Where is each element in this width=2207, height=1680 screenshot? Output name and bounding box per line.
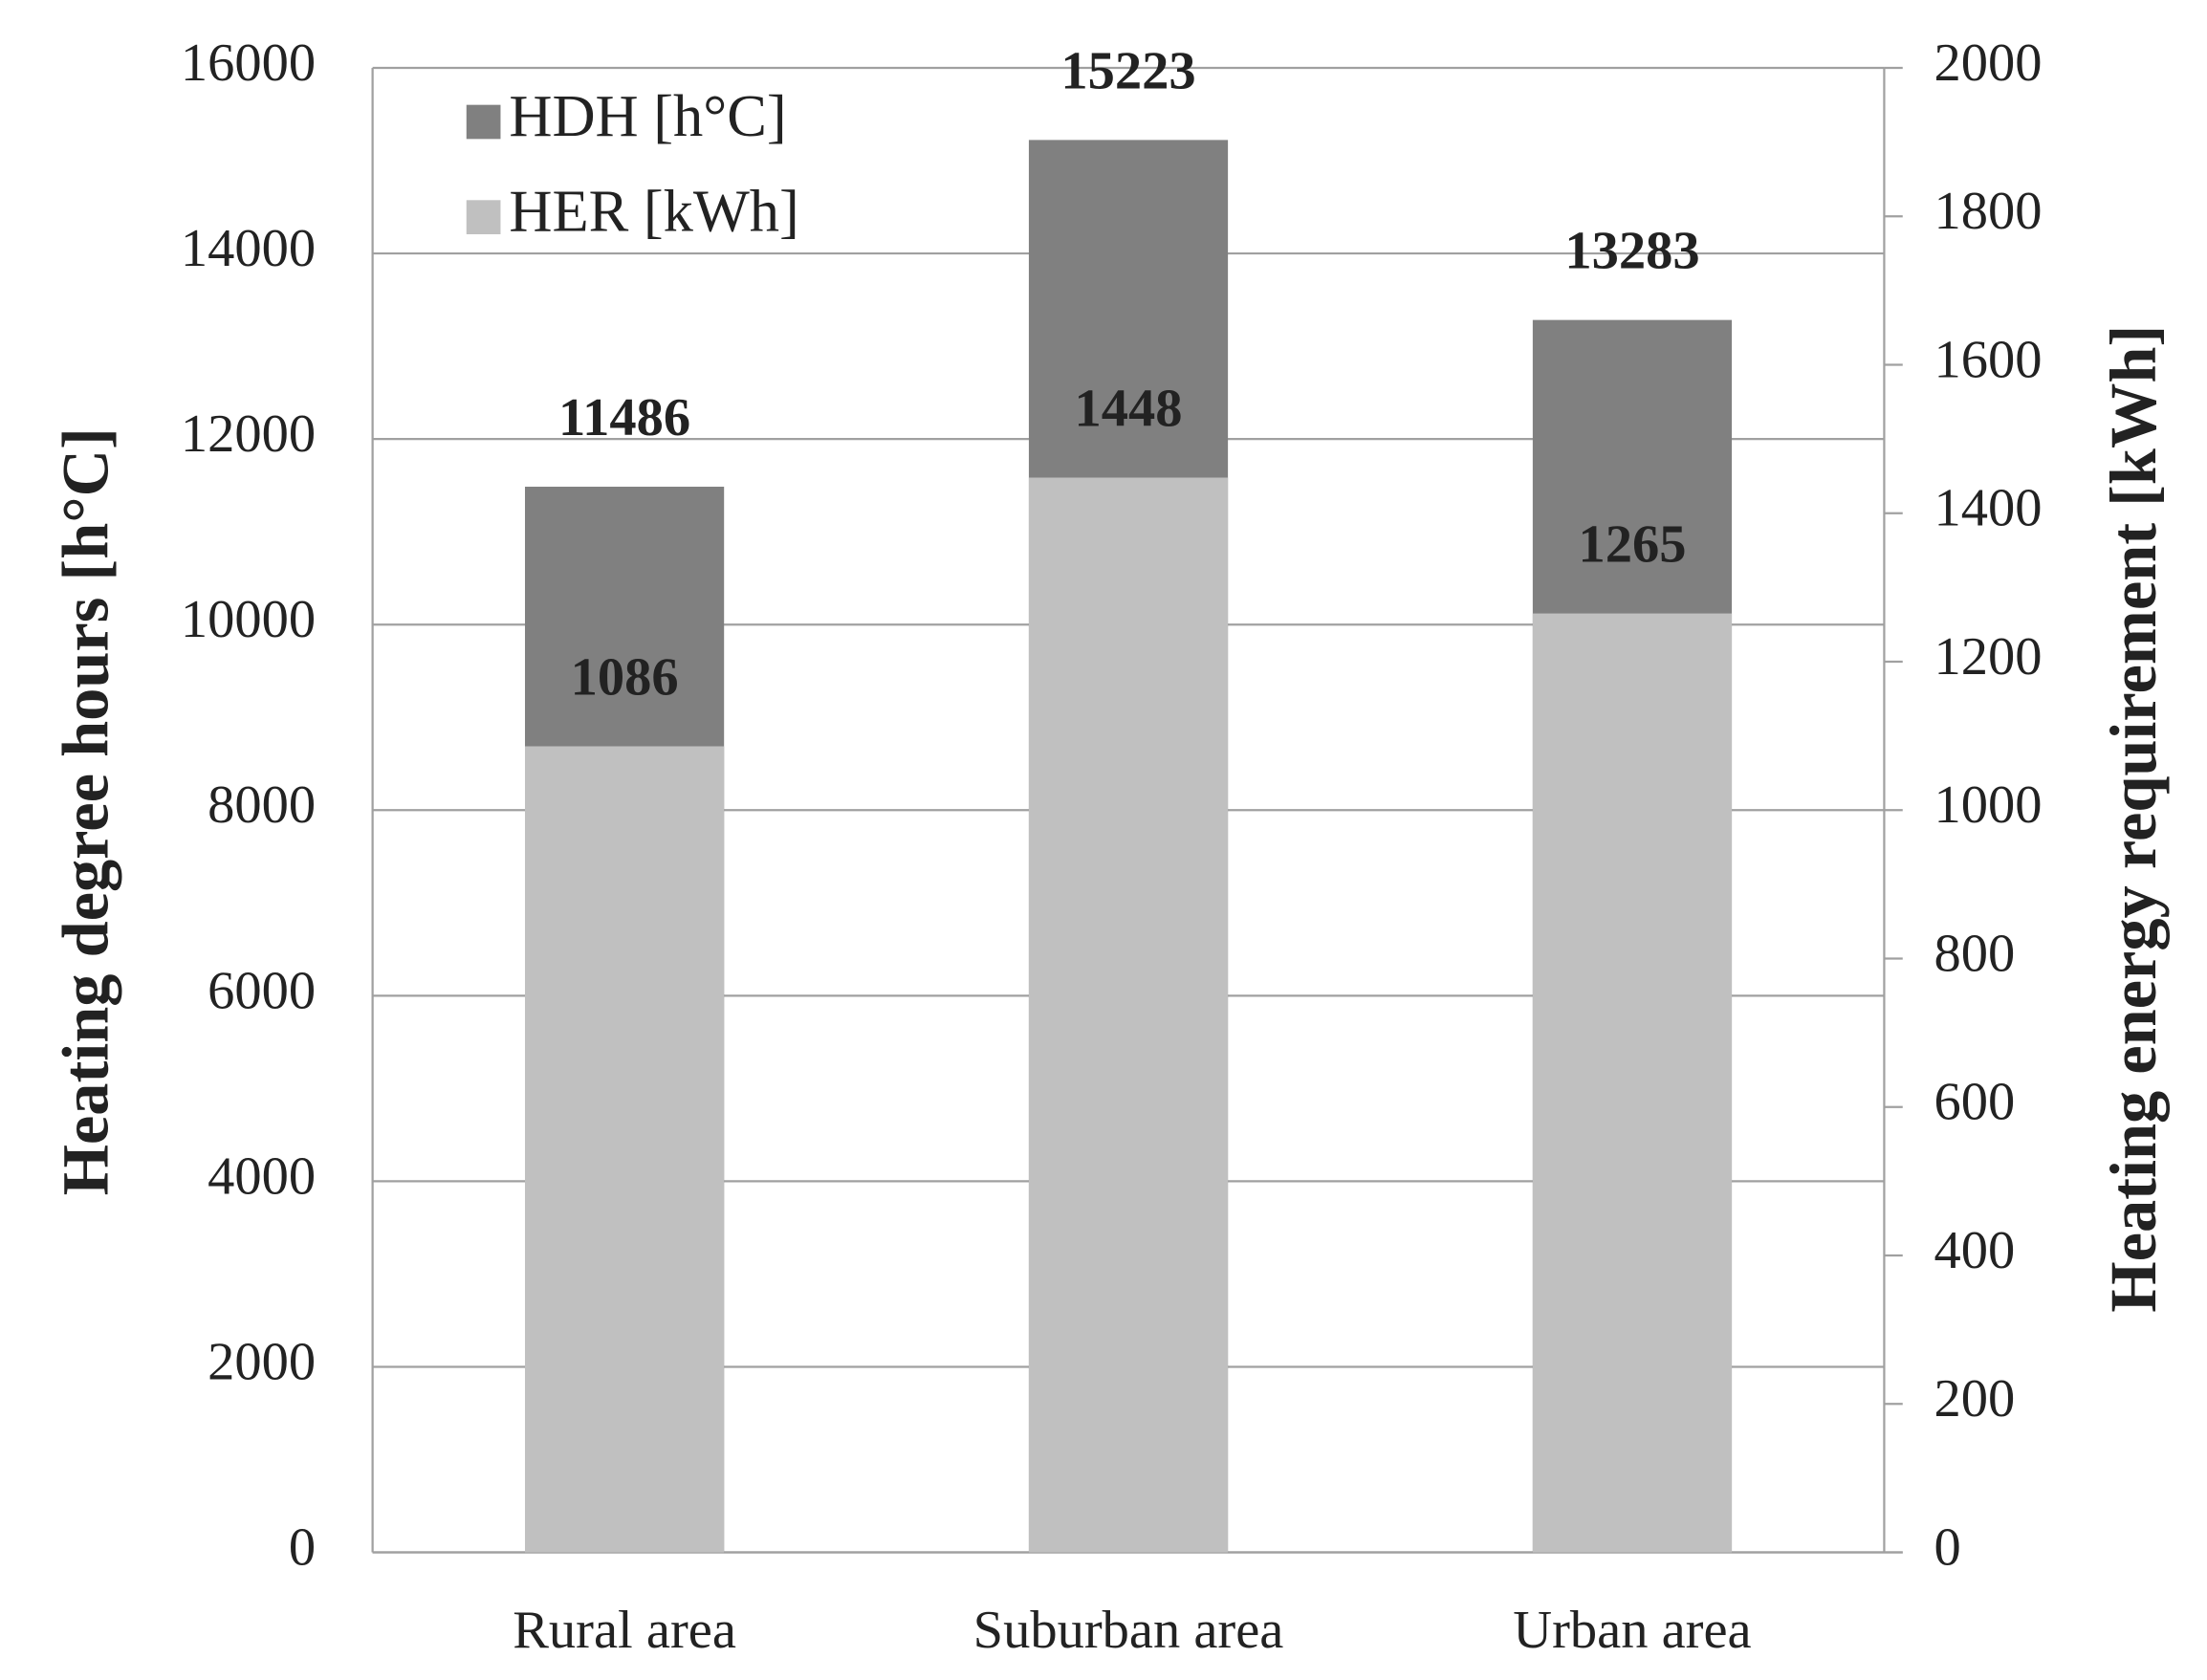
y2-tick-label: 400 xyxy=(1934,1221,2015,1280)
y2-axis-title: Heating energy requirement [kWh] xyxy=(2097,325,2170,1313)
y-tick-label: 12000 xyxy=(181,404,316,464)
y2-tick-label: 800 xyxy=(1934,924,2015,983)
y-tick-label: 14000 xyxy=(181,219,316,278)
legend-swatch xyxy=(466,104,501,140)
y-axis-title: Heating degree hours [h°C] xyxy=(49,427,121,1195)
data-label: 15223 xyxy=(1060,41,1195,100)
data-label: 1086 xyxy=(571,648,679,708)
x-tick-label: Rural area xyxy=(513,1601,736,1660)
y2-tick-label: 1000 xyxy=(1934,775,2042,835)
y2-tick-label: 2000 xyxy=(1934,33,2042,93)
x-tick-label: Suburban area xyxy=(973,1601,1284,1660)
y2-tick-label: 1600 xyxy=(1934,330,2042,389)
legend-label: HER [kWh] xyxy=(509,177,798,244)
bar xyxy=(1028,477,1229,1553)
data-label: 11486 xyxy=(558,388,690,447)
y2-tick-label: 200 xyxy=(1934,1369,2015,1429)
x-tick-label: Urban area xyxy=(1513,1601,1751,1660)
y2-tick-label: 1400 xyxy=(1934,479,2042,538)
y2-tick-label: 600 xyxy=(1934,1073,2015,1132)
y-tick-label: 16000 xyxy=(181,33,316,93)
data-label: 1265 xyxy=(1578,515,1686,575)
y-tick-label: 10000 xyxy=(181,590,316,649)
y-tick-label: 2000 xyxy=(208,1332,316,1391)
data-label: 13283 xyxy=(1564,222,1699,281)
y2-tick-label: 0 xyxy=(1934,1518,1960,1578)
y-tick-label: 6000 xyxy=(208,961,316,1020)
y2-tick-label: 1200 xyxy=(1934,627,2042,687)
legend-label: HDH [h°C] xyxy=(509,82,786,149)
legend-swatch xyxy=(466,200,501,234)
y-tick-label: 0 xyxy=(289,1518,316,1578)
y-tick-label: 8000 xyxy=(208,775,316,835)
bar xyxy=(1532,613,1733,1553)
bar xyxy=(524,746,725,1553)
y2-tick-label: 1800 xyxy=(1934,182,2042,241)
data-label: 1448 xyxy=(1075,380,1183,439)
y-tick-label: 4000 xyxy=(208,1146,316,1206)
